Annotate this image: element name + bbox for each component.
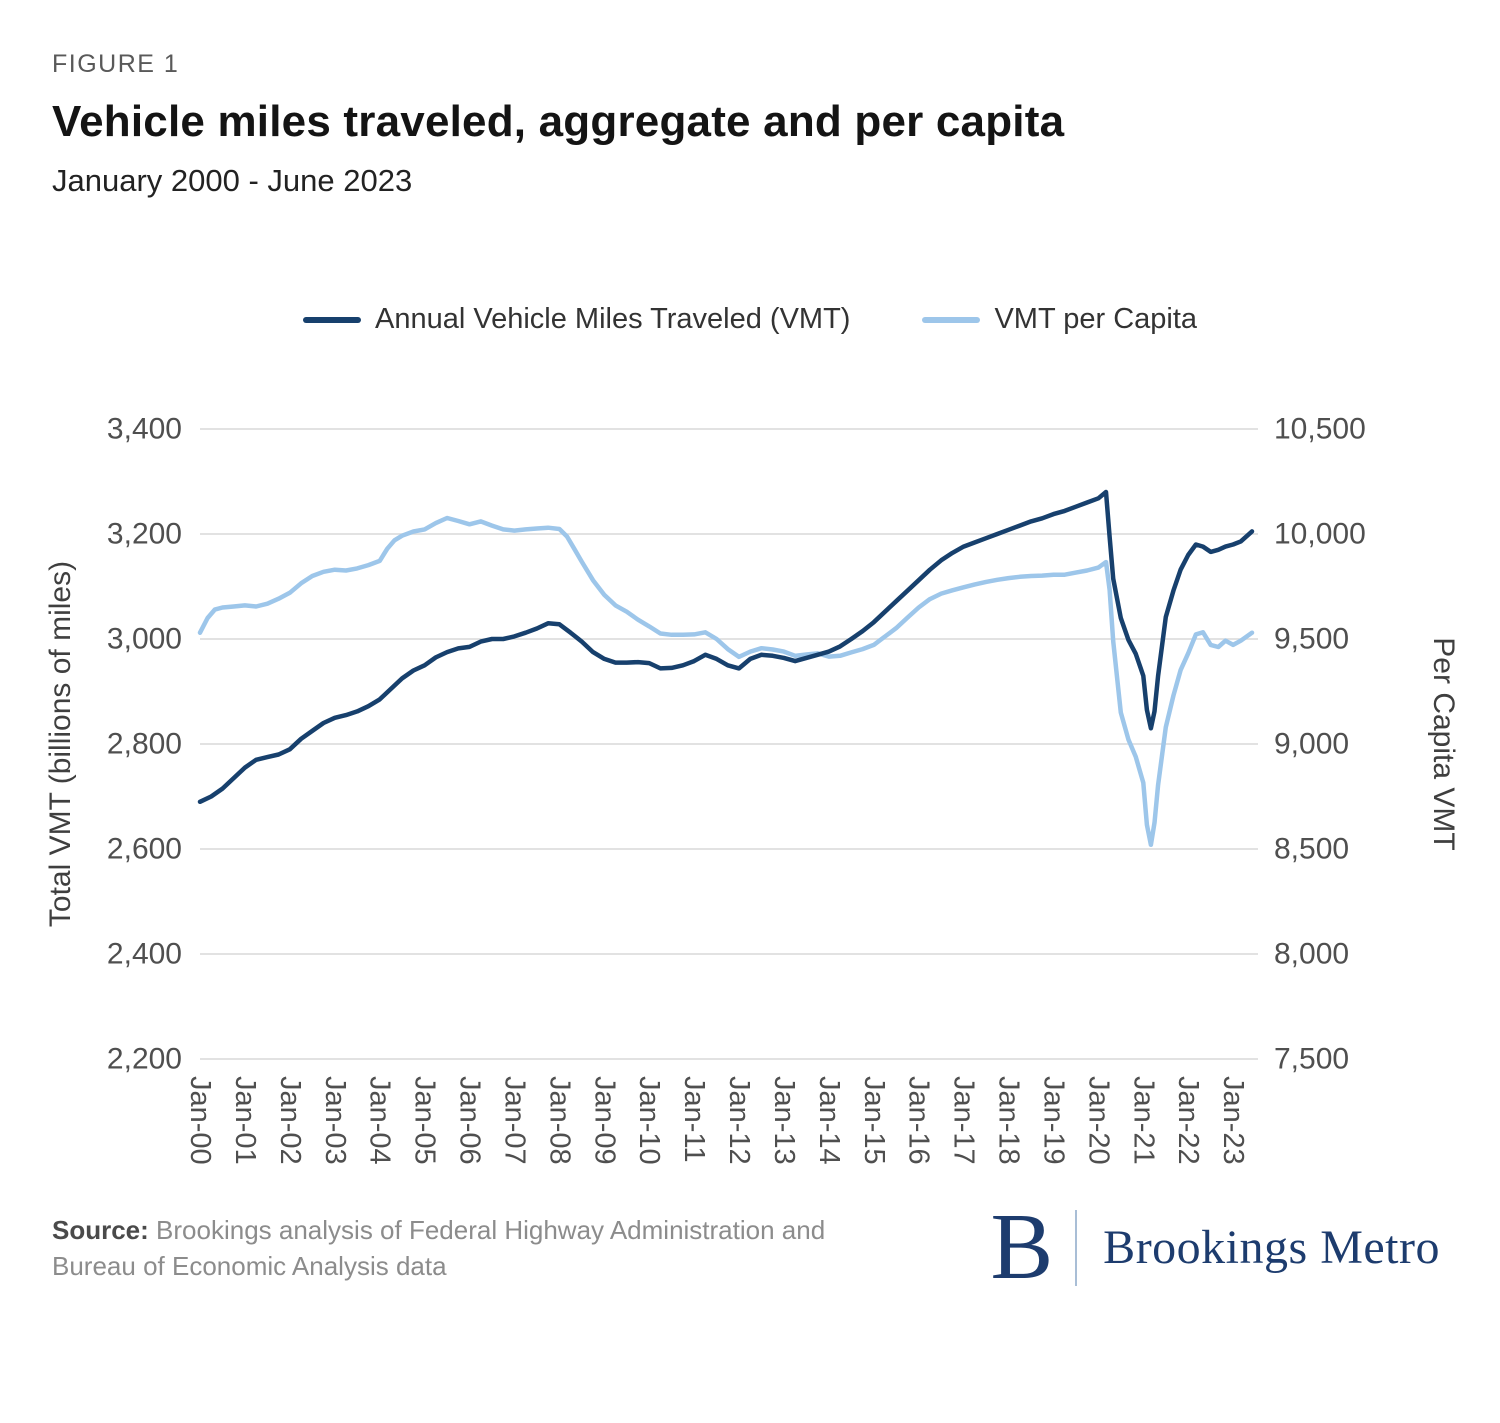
x-axis-tick-label: Jan-14 [813,1076,845,1165]
legend-swatch-annual-vmt [302,316,361,323]
x-axis-tick-label: Jan-20 [1082,1076,1114,1165]
legend-label-vmt-per-capita: VMT per Capita [994,303,1198,335]
source-label: Source: [52,1214,149,1245]
figure-label: FIGURE 1 [52,50,180,78]
x-axis-tick-label: Jan-15 [858,1076,890,1165]
source-text: Brookings analysis of Federal Highway Ad… [52,1214,826,1281]
y-axis-left-tick-label: 3,400 [107,413,182,446]
y-axis-left-tick-label: 2,200 [107,1043,182,1076]
legend-label-annual-vmt: Annual Vehicle Miles Traveled (VMT) [374,303,851,335]
y-axis-right-title: Per Capita VMT [1427,637,1460,850]
y-axis-right-tick-label: 8,500 [1274,833,1349,866]
subtitle: January 2000 - June 2023 [52,163,413,198]
logo-divider [1075,1209,1078,1286]
legend-item-annual-vmt: Annual Vehicle Miles Traveled (VMT) [302,303,851,336]
x-axis-tick-label: Jan-08 [543,1076,575,1165]
legend-item-vmt-per-capita: VMT per Capita [922,303,1197,336]
x-axis-tick-label: Jan-11 [678,1076,710,1163]
x-axis-tick-label: Jan-18 [993,1076,1025,1165]
y-axis-right-tick-label: 10,000 [1274,518,1366,551]
y-axis-right-tick-label: 9,000 [1274,728,1349,761]
x-axis-tick-label: Jan-00 [184,1076,216,1165]
x-axis-tick-label: Jan-09 [588,1076,620,1165]
footer: Source: Brookings analysis of Federal Hi… [0,1195,1500,1299]
y-axis-right-tick-label: 7,500 [1274,1043,1349,1076]
x-axis-tick-label: Jan-13 [768,1076,800,1165]
x-axis-tick-label: Jan-12 [723,1076,755,1165]
y-axis-right-tick-label: 8,000 [1274,938,1349,971]
brookings-logo-wordmark: Brookings Metro [1103,1221,1440,1275]
x-axis-tick-label: Jan-23 [1217,1076,1249,1165]
brookings-logo: B Brookings Metro [990,1195,1440,1299]
source-note: Source: Brookings analysis of Federal Hi… [52,1212,912,1285]
x-axis-tick-label: Jan-05 [409,1076,441,1165]
line-chart: 3,400 10,500 3,200 10,000 3,000 9,500 2,800 9,0… [44,413,1460,1165]
x-axis-tick-label: Jan-04 [364,1076,396,1165]
page-title: Vehicle miles traveled, aggregate and pe… [52,97,1065,146]
y-axis-left-tick-label: 2,800 [107,728,182,761]
chart-header: FIGURE 1 Vehicle miles traveled, aggrega… [0,0,1500,199]
brookings-logo-b-mark: B [990,1195,1054,1299]
x-axis-tick-label: Jan-03 [319,1076,351,1165]
series-line-annual-vmt [197,489,1255,805]
legend: Annual Vehicle Miles Traveled (VMT) VMT p… [0,303,1500,336]
x-axis-tick-label: Jan-10 [633,1076,665,1165]
y-axis-left-tick-label: 3,000 [107,623,182,656]
x-axis-tick-label: Jan-19 [1037,1076,1069,1165]
y-axis-left-tick-label: 3,200 [107,518,182,551]
x-axis-tick-label: Jan-06 [454,1076,486,1165]
x-axis-tick-label: Jan-02 [274,1076,306,1165]
x-axis-tick-label: Jan-17 [948,1076,980,1165]
y-axis-left-title: Total VMT (billions of miles) [44,561,77,927]
x-axis-tick-label: Jan-22 [1172,1076,1204,1165]
legend-swatch-vmt-per-capita [922,316,981,323]
y-axis-right-tick-label: 10,500 [1274,413,1366,446]
y-axis-left-tick-label: 2,400 [107,938,182,971]
y-axis-left-tick-label: 2,600 [107,833,182,866]
x-axis-tick-label: Jan-01 [229,1076,261,1165]
x-axis-tick-label: Jan-07 [498,1076,530,1165]
series-line-vmt-per-capita [197,515,1255,848]
x-axis-tick-label: Jan-21 [1127,1076,1159,1165]
x-axis-tick-label: Jan-16 [903,1076,935,1165]
y-axis-right-tick-label: 9,500 [1274,623,1349,656]
